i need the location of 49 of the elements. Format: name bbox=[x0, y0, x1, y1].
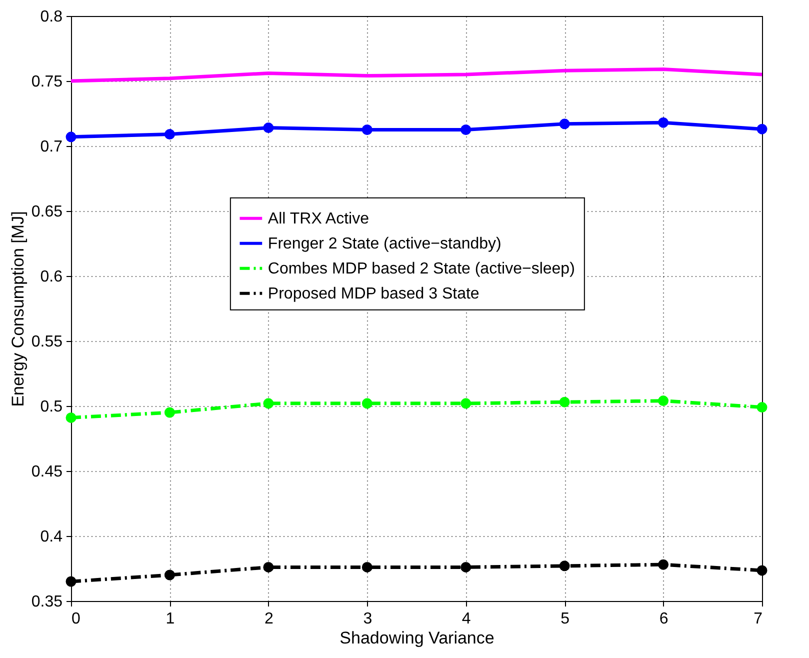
point bbox=[756, 402, 768, 413]
point bbox=[362, 562, 372, 572]
point bbox=[66, 412, 76, 423]
y-tick-label: 0.75 bbox=[31, 74, 63, 90]
point bbox=[658, 117, 669, 128]
point bbox=[658, 559, 669, 570]
y-tick-label: 0.6 bbox=[40, 268, 63, 286]
point bbox=[460, 398, 472, 409]
y-tick-label: 0.7 bbox=[40, 138, 63, 156]
point bbox=[658, 396, 669, 406]
point bbox=[756, 124, 768, 134]
x-tick-label: 2 bbox=[264, 610, 274, 628]
x-tick-label: 1 bbox=[166, 610, 175, 628]
x-tick-label: 6 bbox=[659, 610, 668, 628]
x-tick-label: 5 bbox=[560, 610, 570, 628]
y-tick-label: 0.5 bbox=[40, 398, 63, 416]
point bbox=[164, 570, 175, 580]
point bbox=[263, 562, 274, 572]
y-tick-label: 0.35 bbox=[31, 594, 63, 610]
point bbox=[164, 129, 175, 140]
x-tick-label: 4 bbox=[462, 610, 471, 628]
line-series bbox=[71, 68, 762, 83]
point bbox=[263, 122, 274, 134]
legend-label: All TRX Active bbox=[268, 210, 370, 228]
y-tick-label: 0.65 bbox=[31, 204, 63, 220]
point bbox=[66, 132, 76, 142]
point bbox=[164, 407, 175, 418]
point bbox=[756, 565, 768, 576]
legend-label: Proposed MDP based 3 State bbox=[268, 285, 480, 302]
y-tick-label: 0.4 bbox=[40, 528, 63, 546]
point bbox=[362, 398, 372, 409]
y-axis-title: Energy Consumption [MJ] bbox=[8, 211, 28, 407]
x-tick-label: 0 bbox=[72, 610, 80, 628]
point bbox=[66, 576, 76, 587]
y-tick-label: 0.55 bbox=[31, 334, 63, 350]
x-tick-label: 7 bbox=[754, 610, 763, 628]
point bbox=[559, 396, 570, 408]
point bbox=[263, 398, 274, 409]
legend-label: Combes MDP based 2 State (active−sleep) bbox=[268, 260, 575, 278]
y-tick-label: 0.45 bbox=[31, 464, 63, 480]
point bbox=[460, 124, 472, 135]
point bbox=[559, 118, 570, 130]
x-axis-title: Shadowing Variance bbox=[340, 628, 494, 648]
y-tick-label: 0.8 bbox=[40, 8, 63, 26]
x-tick-label: 3 bbox=[363, 610, 372, 628]
point bbox=[460, 562, 472, 572]
point bbox=[362, 124, 372, 135]
point bbox=[559, 560, 570, 572]
legend-label: Frenger 2 State (active−standby) bbox=[268, 235, 502, 252]
